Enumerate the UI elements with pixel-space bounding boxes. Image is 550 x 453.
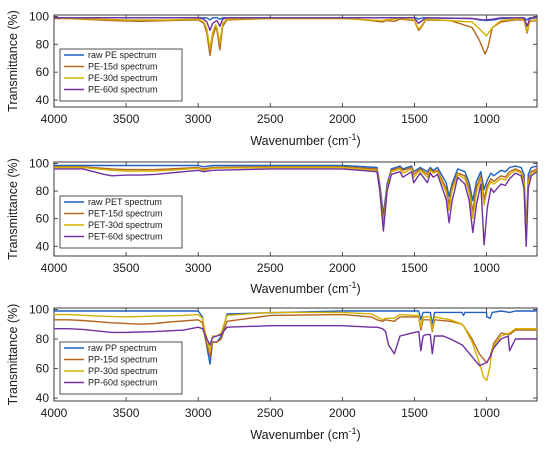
x-tick-label: 4000	[41, 261, 68, 275]
legend-label: PET-30d spectrum	[88, 220, 163, 230]
y-tick-label: 100	[29, 302, 49, 316]
legend-label: raw PET spectrum	[88, 197, 162, 207]
series-line-4	[54, 168, 537, 247]
x-tick-label: 1000	[473, 406, 500, 420]
y-tick-label: 60	[36, 362, 50, 376]
x-tick-label: 2500	[257, 261, 284, 275]
chart-panel-1: 4000 3500 3000 2500 2000 1500 1000 40 60 80 100 Wav…	[6, 9, 538, 148]
y-axis-label: Transmittance (%)	[6, 304, 20, 406]
y-tick-label: 80	[36, 37, 50, 51]
x-tick-label: 3500	[113, 261, 140, 275]
legend-box	[59, 48, 183, 102]
series-group	[54, 310, 537, 381]
legend-label: PE-60d spectrum	[88, 85, 158, 95]
legend-label: raw PE spectrum	[88, 50, 157, 60]
x-tick-label: 3500	[113, 112, 140, 126]
x-axis-label: Wavenumber (cm-1)	[250, 426, 360, 442]
x-tick-label: 2000	[329, 406, 356, 420]
legend-label: PE-15d spectrum	[88, 62, 158, 72]
series-line-2	[54, 17, 537, 57]
legend-label: PE-30d spectrum	[88, 73, 158, 83]
x-tick-label: 4000	[41, 406, 68, 420]
x-tick-label: 2000	[329, 112, 356, 126]
y-tick-label: 60	[36, 212, 50, 226]
series-line-1	[54, 310, 537, 365]
chart-panel-2: 4000 3500 3000 2500 2000 1500 1000 40 60 80 100 Wav…	[6, 156, 538, 296]
x-axis-label: Wavenumber (cm-1)	[250, 132, 360, 148]
legend-label: PP-15d spectrum	[88, 355, 158, 365]
series-line-2	[54, 166, 537, 235]
legend-label: raw PP spectrum	[88, 343, 156, 353]
x-tick-label: 3500	[113, 406, 140, 420]
legend-label: PET-15d spectrum	[88, 209, 163, 219]
series-line-4	[54, 325, 537, 367]
x-tick-label: 2500	[257, 406, 284, 420]
series-line-3	[54, 17, 537, 50]
series-group	[54, 164, 537, 247]
x-tick-label: 3000	[185, 261, 212, 275]
series-line-2	[54, 313, 537, 364]
x-tick-label: 3000	[185, 112, 212, 126]
y-tick-label: 40	[36, 391, 50, 405]
x-tick-label: 4000	[41, 112, 68, 126]
legend-label: PET-60d spectrum	[88, 232, 163, 242]
y-tick-label: 40	[36, 93, 50, 107]
legend-box	[59, 195, 183, 249]
legend-box	[59, 341, 183, 395]
x-tick-label: 1000	[473, 112, 500, 126]
series-line-3	[54, 166, 537, 238]
legend-label: PP-30d spectrum	[88, 366, 158, 376]
y-tick-label: 100	[29, 9, 49, 23]
x-tick-label: 1500	[401, 406, 428, 420]
x-tick-label: 1500	[401, 261, 428, 275]
y-tick-label: 80	[36, 332, 50, 346]
x-axis-label: Wavenumber (cm-1)	[250, 280, 360, 296]
legend-label: PP-60d spectrum	[88, 378, 158, 388]
legend: raw PET spectrum PET-15d spectrumPET-30d …	[59, 195, 183, 249]
y-tick-label: 100	[29, 156, 49, 170]
series-line-3	[54, 311, 537, 381]
series-group	[54, 17, 537, 57]
x-tick-label: 3000	[185, 406, 212, 420]
y-tick-label: 80	[36, 184, 50, 198]
chart-panel-3: 4000 3500 3000 2500 2000 1500 1000 40 60 80 100 Wav…	[6, 302, 538, 442]
x-tick-label: 1000	[473, 261, 500, 275]
y-axis-label: Transmittance (%)	[6, 158, 20, 260]
y-tick-label: 60	[36, 65, 50, 79]
x-tick-label: 1500	[401, 112, 428, 126]
series-line-4	[54, 17, 537, 31]
x-tick-label: 2000	[329, 261, 356, 275]
y-tick-label: 40	[36, 239, 50, 253]
x-tick-label: 2500	[257, 112, 284, 126]
y-axis-label: Transmittance (%)	[6, 10, 20, 112]
